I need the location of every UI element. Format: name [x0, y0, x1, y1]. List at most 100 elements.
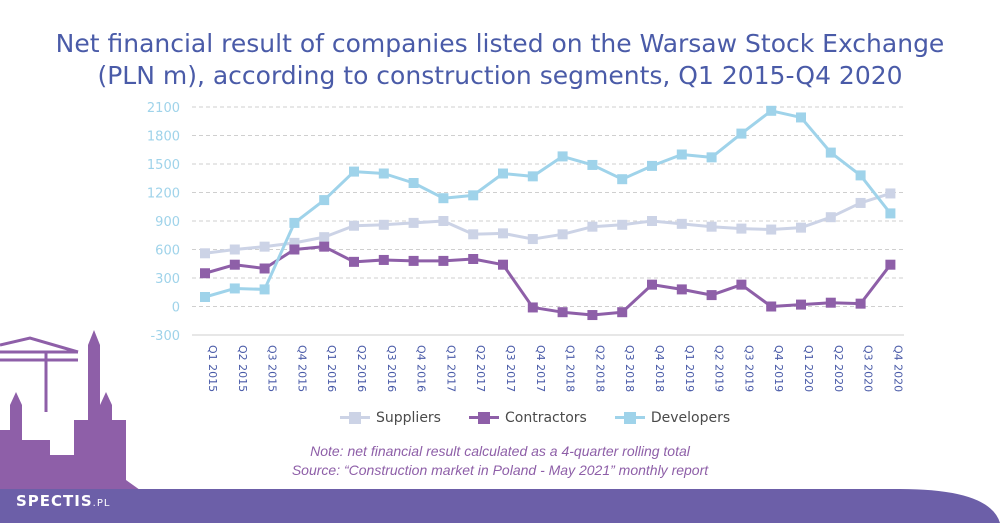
data-point-suppliers [766, 224, 777, 235]
legend-label-developers: Developers [650, 410, 731, 426]
data-point-developers [349, 166, 359, 177]
data-point-contractors [468, 254, 479, 264]
data-point-suppliers [587, 221, 598, 232]
data-point-suppliers [200, 248, 210, 259]
data-point-contractors [259, 263, 270, 274]
x-tick-label: Q4 2016 [415, 345, 428, 392]
legend-item-developers: Developers [614, 410, 731, 426]
data-point-contractors [885, 259, 896, 270]
x-tick-label: Q3 2017 [504, 345, 517, 392]
x-tick-label: Q1 2018 [564, 345, 577, 392]
x-tick-label: Q2 2017 [474, 345, 487, 392]
legend-swatch-developers [614, 412, 645, 424]
data-point-contractors [527, 302, 538, 313]
data-point-developers [319, 195, 330, 206]
data-point-developers [200, 292, 210, 302]
data-point-suppliers [259, 241, 270, 252]
data-point-developers [557, 151, 568, 162]
data-point-suppliers [319, 232, 330, 243]
data-point-contractors [587, 310, 598, 321]
x-tick-label: Q1 2015 [206, 345, 219, 392]
y-tick-label: 600 [155, 244, 180, 259]
x-tick-label: Q3 2016 [385, 345, 398, 392]
brand-suffix: .PL [92, 498, 111, 509]
data-point-contractors [498, 259, 508, 270]
legend-item-contractors: Contractors [468, 410, 587, 426]
data-point-contractors [736, 279, 747, 290]
data-point-suppliers [408, 217, 419, 228]
data-point-suppliers [825, 212, 836, 223]
data-point-developers [408, 178, 419, 188]
x-tick-label: Q4 2017 [534, 345, 547, 392]
data-point-suppliers [557, 229, 568, 240]
legend-swatch-suppliers [340, 412, 370, 424]
data-point-suppliers [229, 244, 240, 255]
x-tick-label: Q1 2019 [683, 345, 696, 392]
data-point-developers [289, 217, 300, 228]
data-point-suppliers [706, 221, 717, 232]
legend-item-suppliers: Suppliers [340, 410, 441, 426]
chart-source: Source: “Construction market in Poland -… [291, 462, 709, 478]
data-point-suppliers [855, 197, 866, 208]
y-tick-label: -300 [150, 329, 180, 344]
data-point-developers [647, 160, 657, 171]
data-point-developers [498, 168, 508, 179]
data-point-developers [378, 168, 389, 179]
data-point-developers [736, 128, 747, 139]
x-tick-label: Q4 2020 [891, 345, 904, 392]
x-tick-label: Q1 2016 [325, 345, 338, 392]
x-tick-label: Q2 2016 [355, 345, 368, 392]
chart-title-line-2: (PLN m), according to construction segme… [97, 61, 903, 90]
data-point-developers [676, 149, 687, 160]
data-point-developers [885, 208, 896, 219]
data-point-developers [229, 283, 240, 294]
data-point-contractors [796, 299, 806, 310]
data-point-suppliers [438, 216, 449, 226]
legend-label-contractors: Contractors [504, 410, 587, 426]
data-point-contractors [825, 297, 836, 308]
data-point-contractors [319, 241, 330, 252]
data-point-contractors [557, 307, 568, 318]
brand-main: SPECTIS [16, 492, 93, 510]
chart-title-line-1: Net financial result of companies listed… [55, 29, 945, 58]
legend: Suppliers Contractors Developers [340, 410, 730, 426]
data-point-developers [468, 190, 479, 201]
series-line-developers [204, 109, 892, 299]
data-point-contractors [229, 259, 240, 270]
data-point-contractors [706, 290, 717, 301]
data-point-developers [259, 284, 270, 295]
data-point-developers [855, 170, 866, 181]
footer-banner [0, 489, 1000, 523]
x-tick-label: Q3 2020 [862, 345, 875, 392]
y-tick-label: 2100 [147, 101, 180, 116]
data-point-suppliers [736, 223, 747, 234]
skyline-illustration [0, 330, 140, 523]
x-tick-label: Q2 2018 [593, 345, 606, 392]
y-tick-label: 1800 [147, 130, 180, 145]
y-tick-label: 300 [155, 272, 180, 287]
x-tick-label: Q2 2019 [713, 345, 726, 392]
data-point-developers [706, 152, 717, 163]
data-point-suppliers [676, 218, 687, 229]
data-point-suppliers [498, 228, 508, 239]
data-point-suppliers [349, 220, 359, 231]
data-point-suppliers [885, 188, 896, 199]
data-point-contractors [438, 255, 449, 266]
brand-logo: SPECTIS.PL [16, 492, 110, 510]
data-point-suppliers [378, 219, 389, 230]
y-tick-label: 1200 [147, 187, 180, 202]
y-tick-label: 900 [155, 215, 180, 230]
x-tick-label: Q1 2020 [802, 345, 815, 392]
series-line-contractors [204, 245, 892, 317]
data-point-contractors [676, 284, 687, 295]
x-tick-label: Q2 2015 [236, 345, 249, 392]
x-tick-label: Q3 2018 [623, 345, 636, 392]
legend-label-suppliers: Suppliers [376, 410, 441, 426]
data-point-suppliers [796, 222, 806, 233]
y-tick-label: 0 [172, 301, 180, 316]
data-point-suppliers [289, 237, 300, 248]
data-point-suppliers [617, 219, 628, 230]
data-point-developers [617, 174, 628, 185]
data-point-contractors [766, 301, 777, 312]
